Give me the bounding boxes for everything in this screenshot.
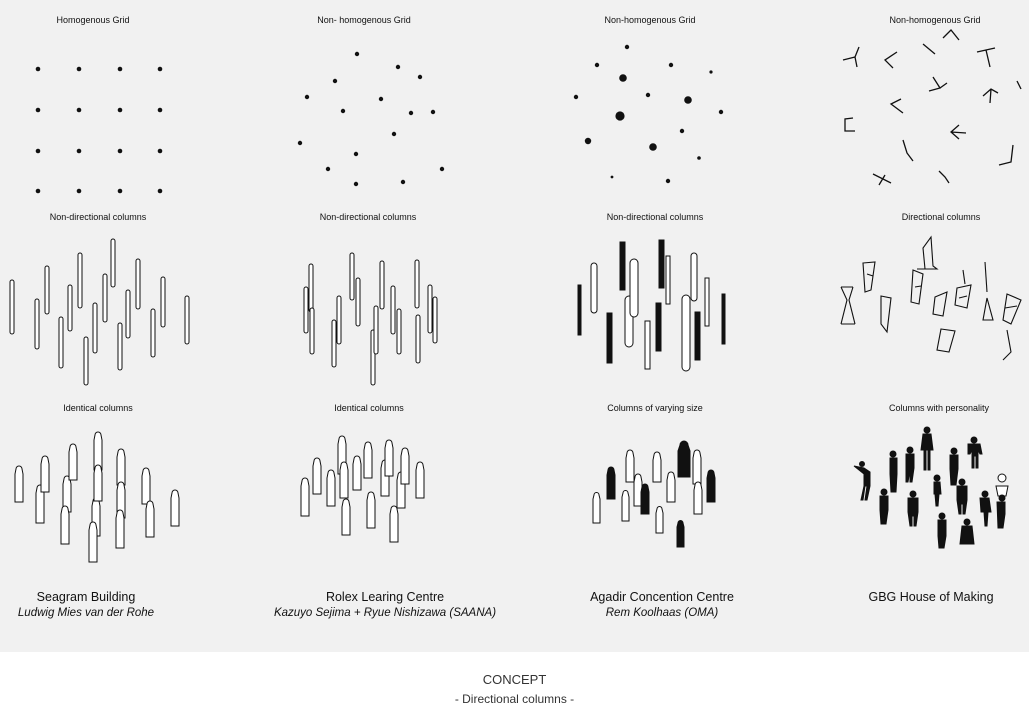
project-title-seagram: Seagram Building <box>36 590 136 604</box>
non-directional-columns-diagram-2 <box>303 252 438 386</box>
label-identical-columns-2: Identical columns <box>334 403 404 413</box>
project-author-seagram: Ludwig Mies van der Rohe <box>17 607 155 619</box>
directional-columns-diagram <box>840 235 1022 361</box>
label-non-directional-columns-2: Non-directional columns <box>319 212 417 222</box>
project-author-agadir: Rem Koolhaas (OMA) <box>605 607 719 619</box>
homogenous-grid-diagram <box>35 66 163 194</box>
non-homogenous-grid-diagram-2 <box>573 44 724 184</box>
non-directional-columns-diagram-1 <box>9 238 190 386</box>
label-columns-varying-size: Columns of varying size <box>607 403 703 413</box>
non-homogenous-grid-diagram-3 <box>842 29 1022 186</box>
project-title-rolex: Rolex Learing Centre <box>325 590 445 604</box>
columns-varying-size-people <box>592 440 716 548</box>
concept-subtitle: - Directional columns - <box>454 692 575 706</box>
label-non-homogenous-grid-1: Non- homogenous Grid <box>317 15 411 25</box>
identical-columns-people-1 <box>14 431 180 563</box>
label-columns-with-personality: Columns with personality <box>888 403 990 413</box>
concept-panel <box>0 0 1029 652</box>
label-non-directional-columns-1: Non-directional columns <box>49 212 147 222</box>
label-identical-columns-1: Identical columns <box>63 403 133 413</box>
project-title-agadir: Agadir Concention Centre <box>590 590 734 604</box>
project-title-gbg: GBG House of Making <box>868 590 994 604</box>
project-author-rolex: Kazuyo Sejima + Ryue Nishizawa (SAANA) <box>273 607 497 619</box>
label-homogenous-grid: Homogenous Grid <box>56 15 130 25</box>
concept-title: CONCEPT <box>482 672 547 687</box>
columns-with-personality-people <box>853 426 1009 549</box>
non-directional-columns-diagram-3 <box>577 239 726 372</box>
label-non-homogenous-grid-2: Non-homogenous Grid <box>604 15 696 25</box>
label-non-directional-columns-3: Non-directional columns <box>606 212 704 222</box>
label-directional-columns: Directional columns <box>901 212 981 222</box>
non-homogenous-grid-diagram-1 <box>297 51 445 187</box>
identical-columns-people-2 <box>300 435 425 543</box>
label-non-homogenous-grid-3: Non-homogenous Grid <box>889 15 981 25</box>
